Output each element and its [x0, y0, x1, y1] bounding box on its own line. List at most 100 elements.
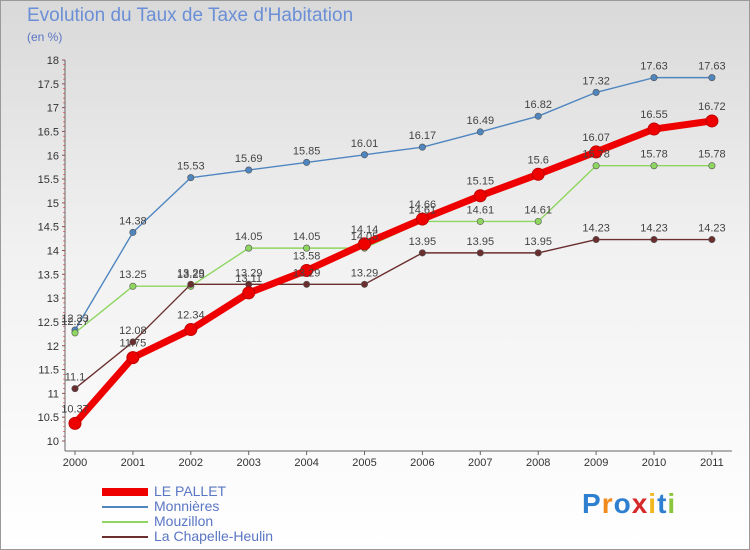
data-point-monni-res: [650, 74, 658, 82]
y-tick-label: 10: [47, 436, 59, 448]
data-label-la-chapelle-heulin: 13.95: [409, 236, 437, 248]
data-label-le-pallet: 10.37: [61, 403, 89, 415]
data-label-mouzillon: 14.05: [293, 231, 321, 243]
y-tick-label: 13.5: [38, 269, 59, 281]
legend-label-monnieres: Monnières: [154, 498, 220, 514]
data-point-la-chapelle-heulin: [360, 280, 368, 288]
legend-label-mouzillon: Mouzillon: [154, 513, 214, 529]
data-label-le-pallet: 16.07: [582, 132, 610, 144]
y-tick-label: 14: [47, 246, 59, 258]
y-tick-label: 12: [47, 341, 59, 353]
data-point-mouzillon: [129, 282, 137, 290]
data-label-monni-res: 12.33: [61, 313, 89, 325]
legend-item-mouzillon: Mouzillon: [102, 513, 362, 529]
data-point-le-pallet: [242, 286, 256, 300]
y-tick-label: 14.5: [38, 222, 59, 234]
proxiti-logo: Proxiti: [582, 488, 676, 520]
data-point-le-pallet: [473, 189, 487, 203]
logo-letter: t: [657, 488, 668, 519]
data-label-la-chapelle-heulin: 13.95: [524, 236, 552, 248]
data-label-le-pallet: 15.6: [527, 154, 548, 166]
data-label-mouzillon: 14.61: [467, 204, 495, 216]
legend-swatch-la-chapelle-heulin: [102, 536, 148, 538]
legend-label-le-pallet: LE PALLET: [154, 483, 227, 499]
data-point-la-chapelle-heulin: [708, 236, 716, 244]
data-label-la-chapelle-heulin: 13.95: [467, 236, 495, 248]
legend-swatch-mouzillon: [102, 521, 148, 523]
data-point-monni-res: [303, 158, 311, 166]
x-tick-label: 2008: [526, 457, 550, 469]
data-point-le-pallet: [358, 237, 371, 251]
data-label-la-chapelle-heulin: 13.29: [351, 267, 379, 279]
data-point-monni-res: [129, 228, 137, 236]
x-tick-label: 2005: [352, 457, 376, 469]
chart-unit-label: (en %): [27, 30, 63, 44]
series-line-la-chapelle-heulin: [74, 238, 713, 390]
logo-letter: P: [582, 488, 602, 519]
data-point-la-chapelle-heulin: [418, 249, 426, 257]
y-tick-label: 16.5: [38, 126, 59, 138]
x-tick-label: 2009: [584, 457, 608, 469]
y-tick-label: 11.5: [38, 365, 59, 377]
data-point-le-pallet: [531, 167, 545, 181]
data-label-le-pallet: 14.14: [351, 224, 379, 236]
data-label-monni-res: 16.49: [467, 115, 495, 127]
data-label-la-chapelle-heulin: 14.23: [640, 223, 668, 235]
series-line-le-pallet: [71, 117, 716, 427]
data-label-la-chapelle-heulin: 11.1: [65, 372, 86, 384]
data-label-le-pallet: 12.34: [177, 310, 205, 322]
x-tick-label: 2007: [468, 457, 492, 469]
data-label-mouzillon: 12.27: [61, 316, 89, 328]
series-layer: [68, 74, 719, 430]
y-tick-label: 11: [48, 388, 59, 400]
legend-item-le-pallet: LE PALLET: [102, 483, 362, 499]
logo-letter: x: [631, 488, 649, 519]
legend-item-monnieres: Monnières: [102, 498, 362, 514]
data-point-monni-res: [708, 74, 716, 82]
logo-letter: i: [648, 488, 658, 519]
data-point-mouzillon: [303, 244, 311, 252]
data-point-le-pallet: [647, 122, 661, 136]
legend-swatch-monnieres: [102, 506, 148, 508]
data-point-le-pallet: [300, 264, 314, 278]
data-point-la-chapelle-heulin: [476, 249, 484, 257]
data-point-la-chapelle-heulin: [592, 236, 600, 244]
data-label-mouzillon: 15.78: [582, 149, 610, 161]
data-point-mouzillon: [650, 162, 658, 170]
data-point-la-chapelle-heulin: [187, 280, 195, 288]
x-tick-label: 2011: [700, 457, 724, 469]
y-tick-label: 13: [47, 293, 59, 305]
data-label-le-pallet: 16.55: [640, 109, 668, 121]
x-tick-label: 2010: [642, 457, 666, 469]
data-point-monni-res: [534, 112, 542, 120]
data-point-mouzillon: [534, 217, 542, 225]
data-point-monni-res: [418, 143, 426, 151]
data-label-le-pallet: 14.66: [409, 199, 437, 211]
data-point-monni-res: [592, 88, 600, 96]
data-point-la-chapelle-heulin: [534, 249, 542, 257]
data-point-mouzillon: [592, 162, 600, 170]
data-labels-layer: 12.33 14.38 15.53 15.69 15.85 16.01 16.17 16.49…: [61, 61, 725, 416]
series-line-monni-res: [74, 76, 713, 331]
data-label-la-chapelle-heulin: 14.23: [582, 223, 610, 235]
y-tick-label: 12.5: [38, 317, 59, 329]
data-label-mouzillon: 15.78: [640, 149, 668, 161]
x-tick-label: 2000: [63, 457, 87, 469]
data-label-monni-res: 17.63: [640, 61, 668, 73]
data-point-mouzillon: [245, 244, 253, 252]
data-label-mouzillon: 15.78: [698, 149, 726, 161]
data-label-la-chapelle-heulin: 12.08: [119, 325, 147, 337]
data-point-mouzillon: [71, 329, 79, 337]
data-label-monni-res: 16.82: [524, 99, 552, 111]
x-tick-label: 2001: [121, 457, 145, 469]
data-point-la-chapelle-heulin: [303, 280, 311, 288]
data-point-monni-res: [245, 166, 253, 174]
data-point-monni-res: [187, 174, 195, 182]
data-label-mouzillon: 14.61: [524, 204, 552, 216]
data-label-la-chapelle-heulin: 13.29: [293, 267, 321, 279]
data-point-la-chapelle-heulin: [650, 236, 658, 244]
data-label-mouzillon: 14.05: [235, 231, 263, 243]
data-point-le-pallet: [68, 416, 82, 430]
